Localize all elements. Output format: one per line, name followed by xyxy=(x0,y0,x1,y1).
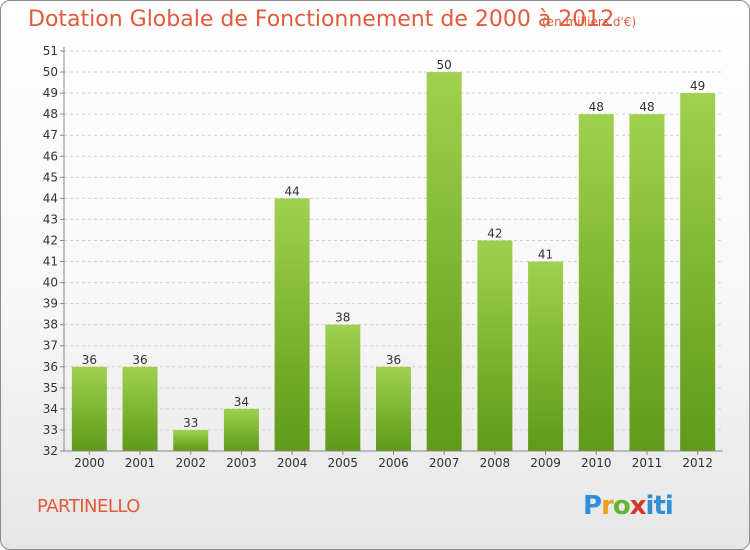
x-tick-label: 2012 xyxy=(682,456,713,470)
labels: 32 33 34 35 36 37 38 39 40 41 42 43 44 45 46 47 48 49 50 51… xyxy=(43,44,713,470)
bar xyxy=(173,429,209,451)
bar-value-label: 50 xyxy=(437,58,452,72)
bar xyxy=(274,198,310,451)
y-tick-label: 42 xyxy=(43,233,58,247)
chart-title: Dotation Globale de Fonctionnement de 20… xyxy=(28,7,615,32)
x-tick-label: 2001 xyxy=(125,456,156,470)
bar-value-label: 41 xyxy=(538,248,553,262)
x-tick-label: 2007 xyxy=(429,456,460,470)
x-tick-label: 2011 xyxy=(632,456,663,470)
y-tick-label: 47 xyxy=(43,128,58,142)
x-tick-label: 2006 xyxy=(378,456,409,470)
bar-value-label: 42 xyxy=(487,226,502,240)
bar-value-label: 36 xyxy=(386,353,401,367)
x-tick-label: 2008 xyxy=(480,456,511,470)
y-tick-label: 41 xyxy=(43,255,58,269)
y-tick-label: 51 xyxy=(43,44,58,58)
y-tick-label: 45 xyxy=(43,170,58,184)
bar-value-label: 34 xyxy=(234,395,249,409)
y-tick-label: 34 xyxy=(43,402,58,416)
bar xyxy=(477,240,513,451)
bar xyxy=(71,366,107,451)
bar-value-label: 48 xyxy=(589,100,604,114)
axes xyxy=(60,47,723,455)
y-tick-label: 50 xyxy=(43,65,58,79)
bar xyxy=(122,366,158,451)
x-tick-label: 2002 xyxy=(175,456,206,470)
y-tick-label: 49 xyxy=(43,86,58,100)
commune-name: PARTINELLO xyxy=(37,496,140,517)
y-tick-label: 40 xyxy=(43,276,58,290)
x-tick-label: 2000 xyxy=(74,456,105,470)
bar xyxy=(680,93,716,452)
y-tick-label: 44 xyxy=(43,191,58,205)
bar-value-label: 33 xyxy=(183,416,198,430)
x-tick-label: 2010 xyxy=(581,456,612,470)
y-tick-label: 33 xyxy=(43,423,58,437)
x-tick-label: 2005 xyxy=(328,456,359,470)
bar-value-label: 38 xyxy=(335,311,350,325)
bar xyxy=(325,324,361,451)
bar-value-label: 36 xyxy=(132,353,147,367)
bar-value-label: 49 xyxy=(690,79,705,93)
bar xyxy=(223,408,259,451)
y-tick-label: 48 xyxy=(43,107,58,121)
x-tick-label: 2003 xyxy=(226,456,257,470)
y-tick-label: 43 xyxy=(43,212,58,226)
bar xyxy=(376,366,411,451)
x-tick-label: 2004 xyxy=(277,456,308,470)
bars xyxy=(71,72,716,452)
y-tick-label: 35 xyxy=(43,381,58,395)
bar-value-label: 44 xyxy=(284,184,299,198)
y-tick-label: 37 xyxy=(43,339,58,353)
y-tick-label: 32 xyxy=(43,444,58,458)
bar-value-label: 48 xyxy=(639,100,654,114)
bar xyxy=(528,261,564,451)
x-tick-label: 2009 xyxy=(530,456,561,470)
bar-value-label: 36 xyxy=(82,353,97,367)
proxiti-logo: Proxiti xyxy=(583,491,674,521)
chart-unit-label: (en milliers d'€) xyxy=(542,15,637,29)
y-tick-label: 39 xyxy=(43,297,58,311)
y-tick-label: 46 xyxy=(43,149,58,163)
y-tick-label: 38 xyxy=(43,318,58,332)
y-tick-label: 36 xyxy=(43,360,58,374)
bar xyxy=(578,114,614,451)
bar xyxy=(629,114,665,451)
bar xyxy=(426,72,462,451)
